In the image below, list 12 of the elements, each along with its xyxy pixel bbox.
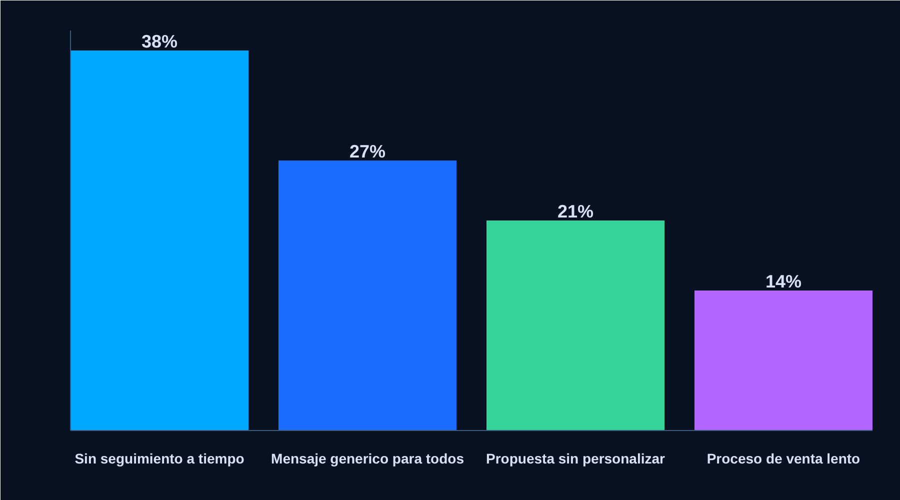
- bar: [70, 50, 249, 430]
- bar: [278, 160, 457, 430]
- bar: [486, 220, 665, 430]
- bar: [694, 290, 872, 430]
- data-label: 14%: [765, 272, 802, 292]
- x-tick-label: Mensaje generico para todos: [271, 450, 464, 466]
- data-label: 21%: [557, 202, 594, 222]
- x-tick-label: Sin seguimiento a tiempo: [74, 450, 244, 466]
- data-label: 38%: [142, 32, 178, 52]
- data-label: 27%: [349, 142, 386, 162]
- x-tick-label: Proceso de venta lento: [706, 450, 860, 466]
- x-tick-label: Propuesta sin personalizar: [486, 450, 666, 466]
